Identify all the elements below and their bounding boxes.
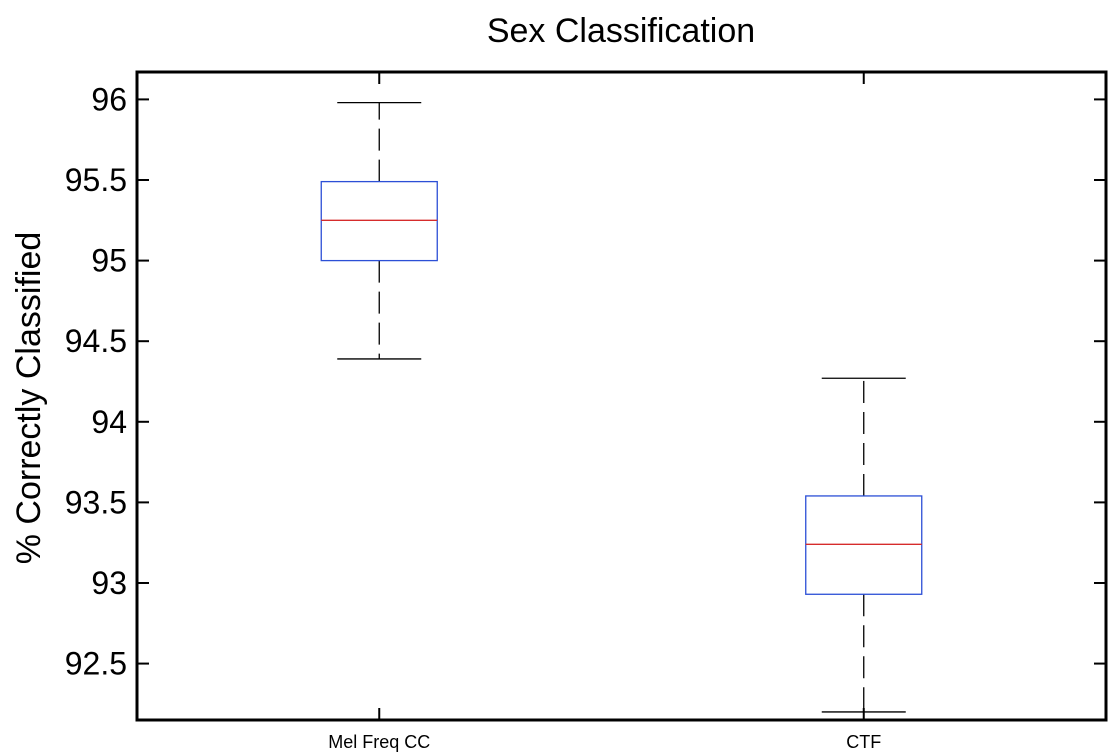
x-tick-label: Mel Freq CC <box>328 732 430 752</box>
y-axis-ticks: 92.5 93 93.5 94 94.5 95 95.5 96 <box>65 81 1106 682</box>
y-tick-label: 94.5 <box>65 323 127 359</box>
interquartile-box <box>320 180 438 262</box>
y-tick-label: 93.5 <box>65 484 127 520</box>
y-axis-label: % Correctly Classified <box>10 232 48 565</box>
y-tick-label: 96 <box>91 81 127 117</box>
x-axis-ticks: Mel Freq CC CTF <box>328 72 881 752</box>
plot-marks <box>320 101 923 713</box>
chart-title: Sex Classification <box>487 12 755 50</box>
y-tick-label: 95 <box>91 243 127 279</box>
x-tick-label: CTF <box>846 732 881 752</box>
y-tick-label: 92.5 <box>65 646 127 682</box>
box-1 <box>320 101 438 360</box>
y-tick-label: 93 <box>91 565 127 601</box>
box-2 <box>805 377 923 713</box>
y-tick-label: 94 <box>91 404 127 440</box>
y-tick-label: 95.5 <box>65 162 127 198</box>
plot-area-frame <box>135 70 1108 722</box>
interquartile-box <box>805 495 923 595</box>
